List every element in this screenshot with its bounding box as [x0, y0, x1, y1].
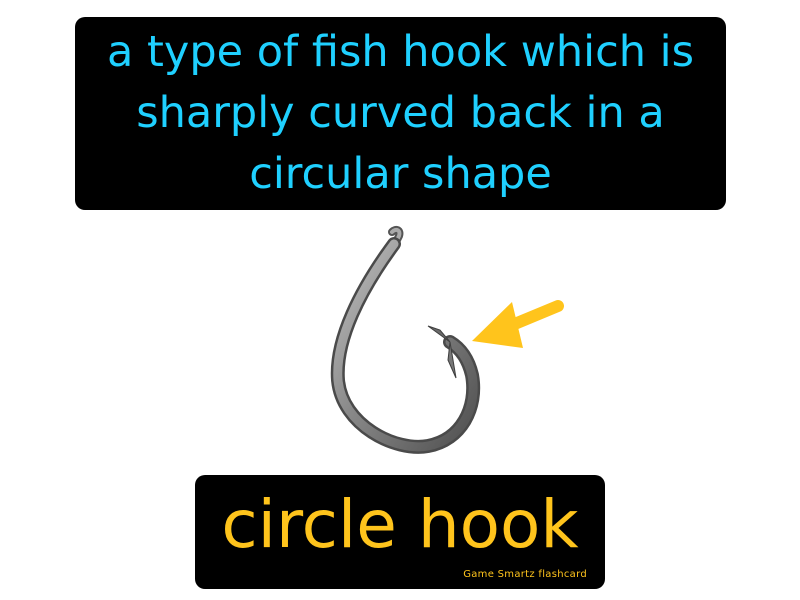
definition-text: a type of fish hook which is sharply cur… [107, 27, 694, 199]
circle-fish-hook-icon [330, 225, 481, 454]
definition-box: a type of fish hook which is sharply cur… [75, 17, 726, 210]
credit-text: Game Smartz flashcard [463, 569, 587, 580]
arrow-pointing-left-icon [472, 300, 564, 348]
term-text: circle hook [221, 486, 579, 563]
term-box: circle hook Game Smartz flashcard [195, 475, 605, 589]
hook-illustration [330, 225, 564, 454]
